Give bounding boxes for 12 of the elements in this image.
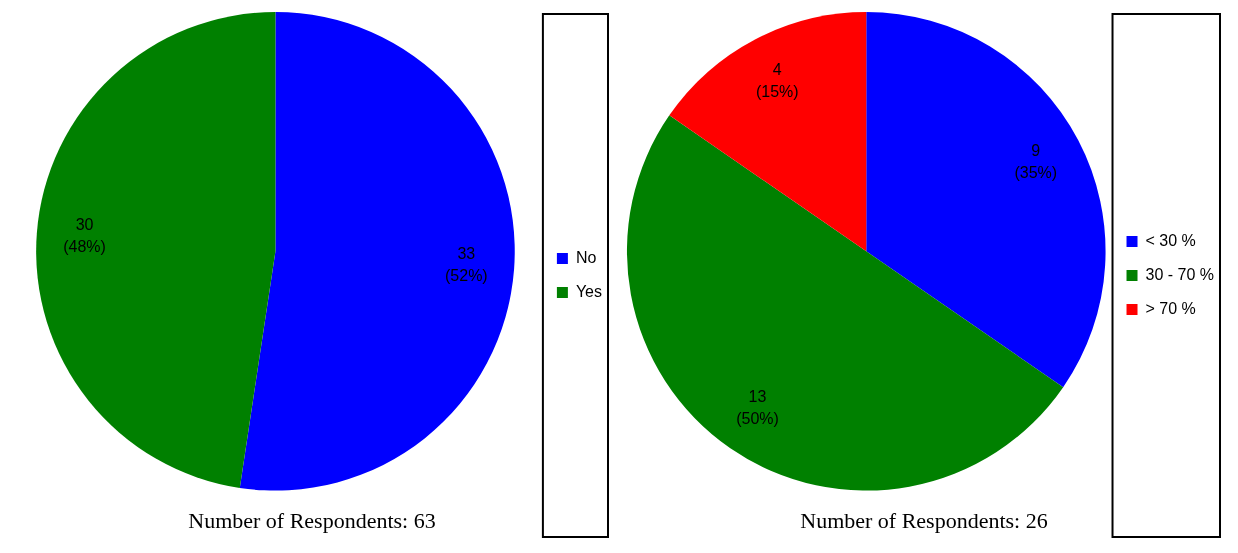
legend-label: No	[575, 248, 597, 266]
legend-label: Yes	[575, 282, 603, 300]
legend-label: 30 - 70 %	[1145, 265, 1214, 283]
legend-label: > 70 %	[1145, 299, 1196, 317]
legend-label: < 30 %	[1145, 231, 1196, 249]
text: Number of Respondents: 63	[188, 507, 436, 533]
data-label: 30 (48%)	[63, 216, 106, 256]
data-label: 9 (35%)	[1014, 141, 1058, 181]
data-label: 33 (52%)	[445, 245, 488, 285]
data-label: 4 (15%)	[755, 61, 799, 101]
data-label: 13 (50%)	[736, 388, 779, 428]
text: Number of Respondents: 26	[800, 507, 1048, 533]
